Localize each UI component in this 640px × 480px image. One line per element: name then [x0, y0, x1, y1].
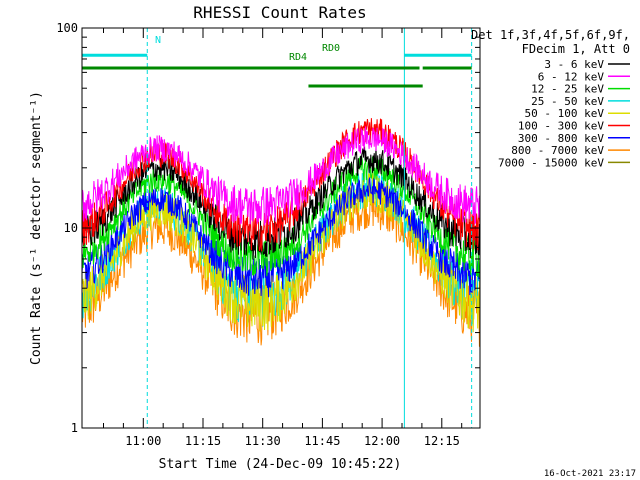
y-tick-label: 10 — [64, 221, 78, 235]
legend-entry-label: 50 - 100 keV — [525, 107, 605, 120]
series-line — [81, 126, 481, 226]
legend-entry-label: 25 - 50 keV — [531, 95, 604, 108]
legend-entry-label: 3 - 6 keV — [544, 58, 604, 71]
series-layer — [81, 118, 481, 348]
legend-header-line-2: FDecim 1, Att 0 — [522, 42, 630, 56]
flag-label: RD4 — [289, 52, 307, 63]
flag-label: N — [155, 35, 161, 46]
x-tick-label: 11:45 — [304, 434, 340, 448]
y-axis-label: Count Rate (s⁻¹ detector segment⁻¹) — [29, 91, 44, 365]
legend-entry-label: 7000 - 15000 keV — [498, 156, 604, 169]
x-tick-label: 11:30 — [245, 434, 281, 448]
legend-entry-label: 6 - 12 keV — [538, 70, 605, 83]
x-axis-label: Start Time (24-Dec-09 10:45:22) — [159, 457, 402, 472]
legend: Det 1f,3f,4f,5f,6f,9f, FDecim 1, Att 0 3… — [471, 28, 630, 169]
y-tick-label: 100 — [56, 21, 78, 35]
legend-entry-label: 800 - 7000 keV — [511, 144, 604, 157]
x-tick-label: 11:15 — [185, 434, 221, 448]
axis-ticks: 1 10 100 11:00 11:15 11:30 11:45 12:00 12:15 — [56, 21, 480, 448]
legend-entry-label: 100 - 300 keV — [518, 120, 604, 133]
timestamp: 16-Oct-2021 23:17 — [544, 469, 636, 479]
flag-label: RD0 — [322, 43, 340, 54]
legend-entry-label: 12 - 25 keV — [531, 83, 604, 96]
legend-header-line-1: Det 1f,3f,4f,5f,6f,9f, — [471, 28, 630, 42]
chart-title: RHESSI Count Rates — [193, 3, 366, 22]
series-line — [81, 177, 481, 298]
legend-entry-label: 300 - 800 keV — [518, 132, 604, 145]
flag-bars: N RD0 RD4 — [82, 35, 472, 88]
x-tick-label: 12:00 — [364, 434, 400, 448]
x-tick-label: 12:15 — [424, 434, 460, 448]
x-tick-label: 11:00 — [125, 434, 161, 448]
y-tick-label: 1 — [71, 421, 78, 435]
